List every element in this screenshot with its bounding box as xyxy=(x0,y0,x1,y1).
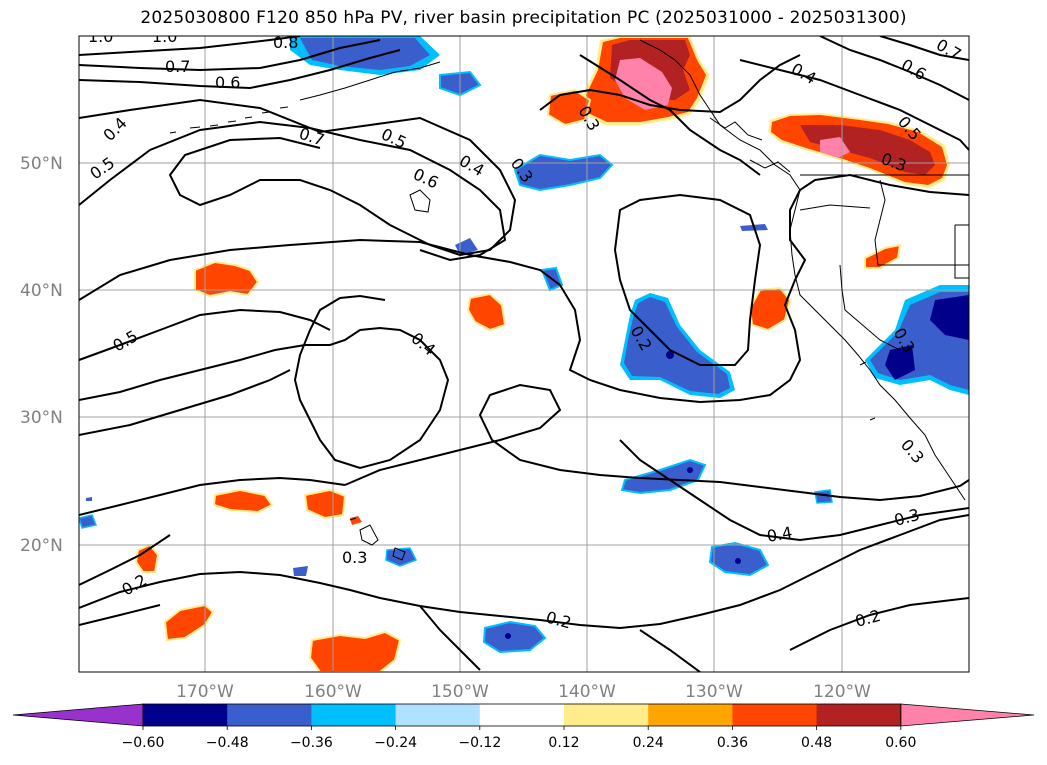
colorbar-tick-label: −0.60 xyxy=(122,735,165,751)
colorbar-outline xyxy=(142,703,902,727)
colorbar-tick-label: −0.24 xyxy=(374,735,417,751)
contour-label: 0.4 xyxy=(765,523,793,546)
precip-patches xyxy=(79,36,969,672)
lat-tick-label: 30°N xyxy=(20,408,63,428)
contour-label: 1.0 xyxy=(152,27,177,46)
colorbar-segment xyxy=(564,704,649,726)
colorbar-segment xyxy=(311,704,397,726)
colorbar-tick-label: −0.48 xyxy=(206,735,249,751)
negative-patch-mid xyxy=(455,153,768,292)
lon-tick-label: 170°W xyxy=(176,682,234,702)
pv-contours xyxy=(79,36,969,672)
colorbar-tick-label: −0.36 xyxy=(290,735,333,751)
lon-tick-label: 150°W xyxy=(431,682,489,702)
contour-label: 0.8 xyxy=(273,33,298,52)
lon-tick-label: 120°W xyxy=(813,682,871,702)
map-area: 1.0 1.0 0.8 0.7 0.6 0.7 0.4 0.5 0.5 0.6 … xyxy=(79,27,969,672)
colorbar-tick-label: 0.24 xyxy=(633,735,664,751)
lon-tick-label: 140°W xyxy=(558,682,616,702)
lon-tick-label: 130°W xyxy=(685,682,743,702)
lon-tick-label: 160°W xyxy=(304,682,362,702)
colorbar-tick-label: 0.36 xyxy=(717,735,748,751)
colorbar-segment xyxy=(143,704,228,726)
colorbar-segment xyxy=(479,704,565,726)
colorbar: −0.60 −0.48 −0.36 −0.24 −0.12 0.12 0.24 0.36 0.4… xyxy=(12,703,1035,751)
colorbar-tick-label: 0.60 xyxy=(885,735,916,751)
colorbar-tick-label: 0.12 xyxy=(548,735,579,751)
colorbar-extend-min xyxy=(12,703,144,727)
colorbar-segment xyxy=(227,704,312,726)
negative-patch-east xyxy=(865,285,969,395)
colorbar-segment xyxy=(816,704,902,726)
colorbar-tick-label: −0.12 xyxy=(458,735,501,751)
lat-tick-label: 20°N xyxy=(20,536,63,556)
map-frame xyxy=(78,35,970,673)
colorbar-segment xyxy=(732,704,818,726)
longitude-labels: 170°W 160°W 150°W 140°W 130°W 120°W xyxy=(176,682,871,702)
colorbar-tick-label: 0.48 xyxy=(801,735,832,751)
graticule xyxy=(79,36,969,672)
lat-tick-label: 50°N xyxy=(20,154,63,174)
colorbar-segment xyxy=(648,704,733,726)
positive-patch-canada xyxy=(768,113,950,269)
contour-label: 1.0 xyxy=(88,27,113,46)
contour-label: 0.3 xyxy=(342,548,367,567)
latitude-labels: 50°N 40°N 30°N 20°N xyxy=(20,154,63,556)
map-title: 2025030800 F120 850 hPa PV, river basin … xyxy=(140,8,907,28)
coastlines xyxy=(169,39,969,561)
positive-patch-alaska xyxy=(546,36,710,127)
colorbar-extend-max xyxy=(900,703,1035,727)
contour-label: 0.7 xyxy=(165,57,190,76)
colorbar-segment xyxy=(395,704,481,726)
negative-patch-central xyxy=(620,293,735,398)
contour-label: 0.6 xyxy=(215,73,240,92)
lat-tick-label: 40°N xyxy=(20,281,63,301)
